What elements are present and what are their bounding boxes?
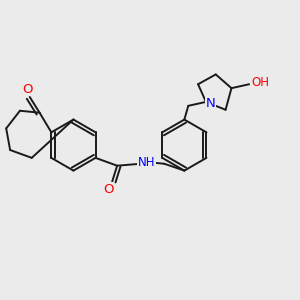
Text: O: O: [103, 183, 114, 196]
Text: O: O: [22, 82, 33, 96]
Text: N: N: [206, 98, 216, 110]
Text: OH: OH: [251, 76, 269, 89]
Text: NH: NH: [138, 156, 155, 169]
